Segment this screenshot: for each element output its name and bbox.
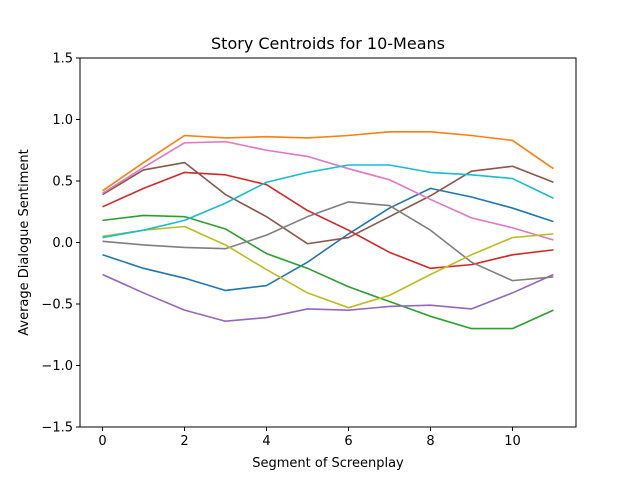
series-line-8: [102, 201, 554, 282]
x-tick-label: 0: [98, 434, 106, 449]
y-tick-label: 0.5: [52, 175, 73, 190]
y-tick-label: 1.0: [52, 113, 73, 128]
x-axis-ticks: 0 2 4 6 8 10: [98, 427, 521, 449]
x-tick-label: 2: [180, 434, 188, 449]
series-line-10: [102, 164, 554, 239]
y-axis-label: Average Dialogue Sentiment: [17, 149, 32, 336]
y-tick-label: 0.0: [52, 236, 73, 251]
y-tick-label: −1.5: [41, 421, 73, 436]
series-line-1: [102, 187, 554, 292]
x-tick-label: 8: [426, 434, 434, 449]
x-tick-label: 10: [504, 434, 521, 449]
y-tick-label: 1.5: [52, 52, 73, 67]
series-line-6: [102, 161, 554, 245]
series-line-7: [102, 140, 554, 241]
series-layer: [102, 131, 554, 330]
series-line-4: [102, 171, 554, 270]
x-axis-label: Segment of Screenplay: [252, 456, 404, 471]
series-line-9: [102, 225, 554, 309]
series-line-3: [102, 214, 554, 330]
y-axis-ticks: −1.5 −1.0 −0.5 0.0 0.5 1.0 1.5: [41, 52, 80, 436]
series-line-2: [102, 131, 554, 192]
x-tick-label: 4: [262, 434, 270, 449]
x-tick-label: 6: [344, 434, 352, 449]
chart-title: Story Centroids for 10-Means: [211, 34, 445, 53]
series-line-5: [102, 273, 554, 323]
y-tick-label: −1.0: [41, 359, 73, 374]
y-tick-label: −0.5: [41, 298, 73, 313]
